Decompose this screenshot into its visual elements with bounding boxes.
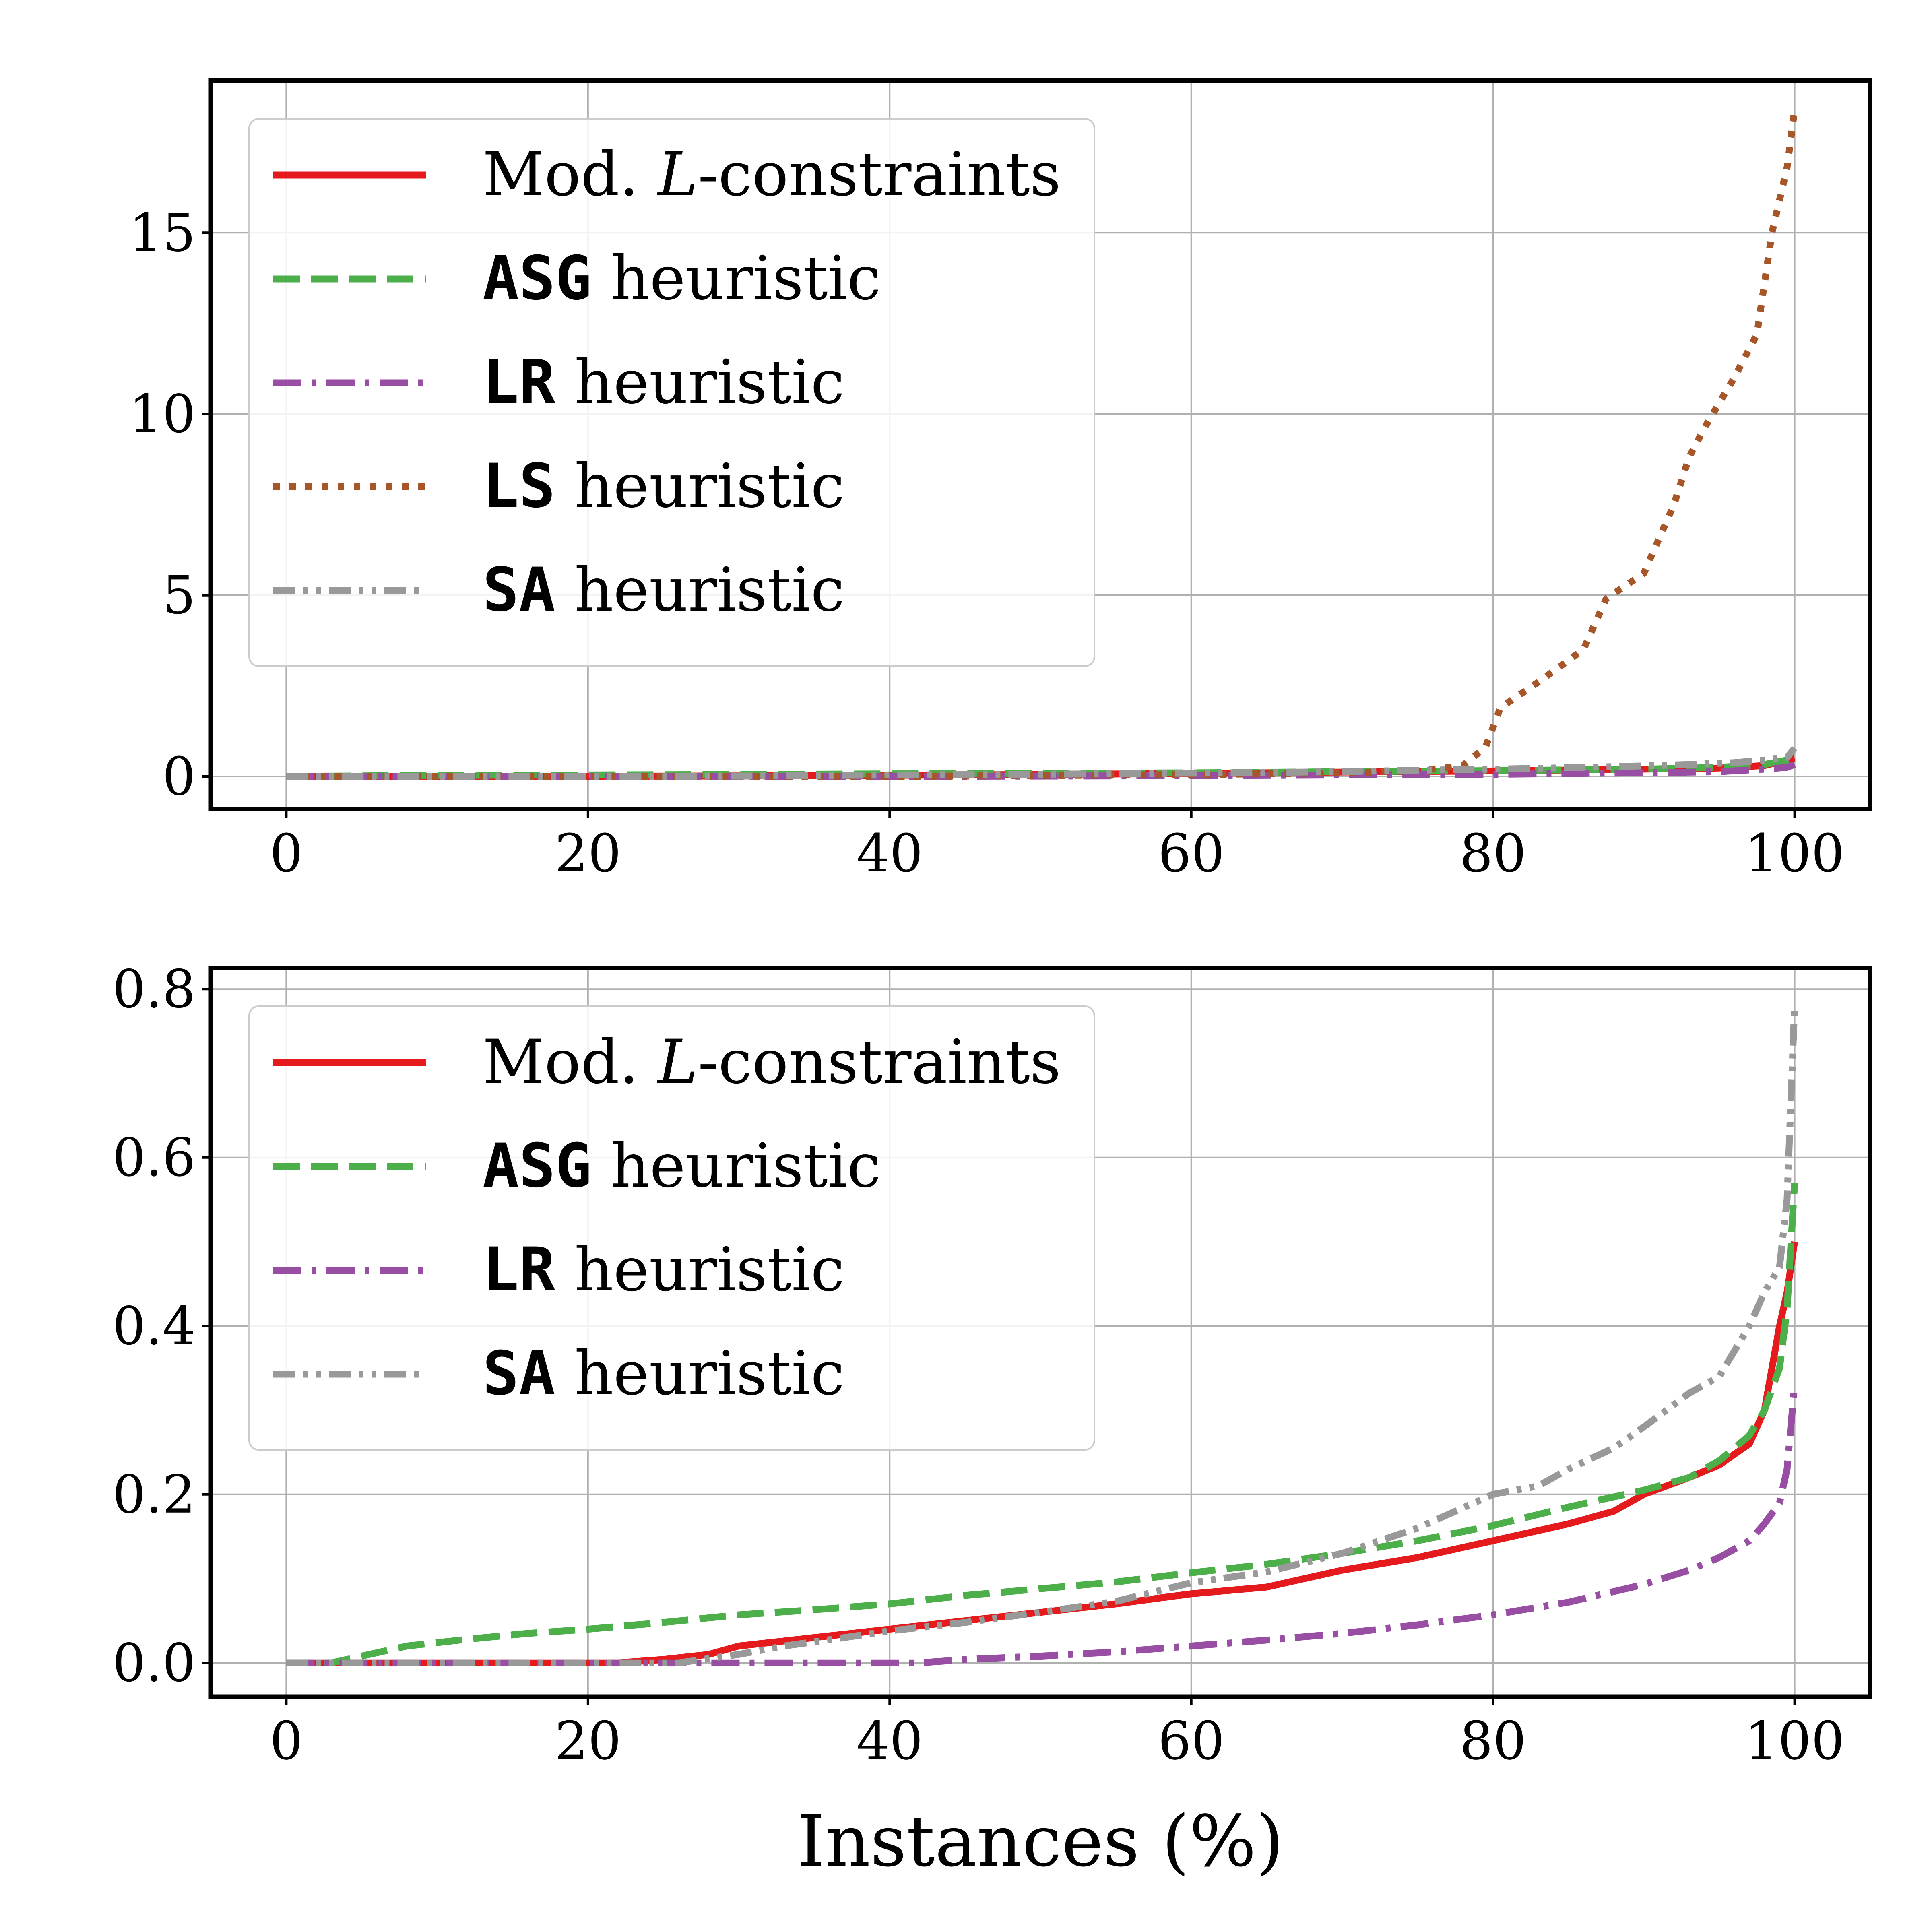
- legend-label-text: heuristic: [555, 1235, 845, 1305]
- y-tick-label: 0.2: [112, 1464, 196, 1525]
- x-tick-label: 80: [1459, 823, 1526, 884]
- x-tick-label: 80: [1459, 1710, 1526, 1771]
- legend-box: [248, 1005, 1095, 1451]
- series-line-asg: [286, 1183, 1798, 1666]
- legend-label-text: Mod.: [483, 140, 658, 210]
- legend-label-text: L: [656, 1027, 698, 1097]
- series-lines: [286, 109, 1798, 780]
- legend-label-text: ASG: [483, 1131, 592, 1201]
- legend-label-text: ASG: [483, 244, 592, 314]
- x-tick-label: 40: [857, 1710, 923, 1771]
- legend-label-text: heuristic: [592, 1131, 881, 1201]
- legend-label-text: -constraints: [698, 140, 1061, 210]
- x-tick-label: 0: [270, 823, 303, 884]
- x-tick-label: 0: [270, 1710, 303, 1771]
- x-tick-label: 40: [857, 823, 923, 884]
- chart-panel-1: 0 20 40 60 80 100 0 5 10 15 Mod. L-constraints ASG …: [129, 78, 1872, 884]
- x-tick-label: 20: [555, 1710, 621, 1771]
- series-line-sa: [286, 746, 1798, 780]
- legend-label-ls: LS heuristic: [483, 451, 844, 521]
- legend-label-lr: LR heuristic: [483, 347, 844, 417]
- series-line-asg: [286, 753, 1796, 780]
- legend-box: [248, 118, 1095, 667]
- legend-label-sa: SA heuristic: [483, 555, 844, 625]
- x-tick-label: 100: [1745, 1710, 1845, 1771]
- legend-label-sa: SA heuristic: [483, 1339, 844, 1409]
- legend-label-text: Mod.: [483, 1027, 658, 1097]
- legend-label-text: LR: [483, 347, 555, 417]
- y-tick-label: 0.8: [112, 958, 196, 1020]
- legend-label-text: heuristic: [555, 347, 845, 417]
- legend-label-lr: LR heuristic: [483, 1235, 844, 1305]
- legend-label-text: heuristic: [555, 555, 845, 625]
- legend-label-mod: Mod. L-constraints: [483, 140, 1061, 210]
- legend-label-text: SA: [483, 555, 555, 625]
- chart-panel-2: 0 20 40 60 80 100 0.0 0.2 0.4 0.6 0.8 Mod. L-constr…: [112, 958, 1872, 1882]
- legend-label-mod: Mod. L-constraints: [483, 1027, 1061, 1097]
- y-tick-label: 0: [162, 746, 196, 807]
- y-tick-label: 5: [162, 565, 196, 626]
- legend-label-text: -constraints: [698, 1027, 1061, 1097]
- y-tick-label: 0.4: [112, 1295, 196, 1356]
- legend-label-text: LS: [483, 451, 555, 521]
- legend-label-asg: ASG heuristic: [483, 244, 881, 314]
- legend-label-text: SA: [483, 1339, 555, 1409]
- series-line-sa: [286, 1005, 1798, 1666]
- x-tick-label: 20: [555, 823, 621, 884]
- series-lines: [286, 1005, 1798, 1666]
- y-tick-label: 10: [129, 383, 196, 444]
- legend-label-text: LR: [483, 1235, 555, 1305]
- series-line-lr: [286, 1385, 1798, 1666]
- y-tick-label: 15: [129, 202, 196, 263]
- legend-label-text: heuristic: [555, 1339, 845, 1409]
- x-axis-title: Instances (%): [797, 1801, 1284, 1882]
- axes-frame: [208, 78, 1872, 811]
- legend-label-text: L: [656, 140, 698, 210]
- x-tick-label: 60: [1158, 823, 1224, 884]
- axes-frame: [208, 966, 1872, 1699]
- legend-label-text: heuristic: [555, 451, 845, 521]
- y-tick-label: 0.0: [112, 1632, 196, 1693]
- x-tick-label: 100: [1745, 823, 1845, 884]
- legend-label-text: heuristic: [592, 244, 881, 314]
- y-tick-label: 0.6: [112, 1127, 196, 1188]
- x-tick-label: 60: [1158, 1710, 1224, 1771]
- legend-label-asg: ASG heuristic: [483, 1131, 881, 1201]
